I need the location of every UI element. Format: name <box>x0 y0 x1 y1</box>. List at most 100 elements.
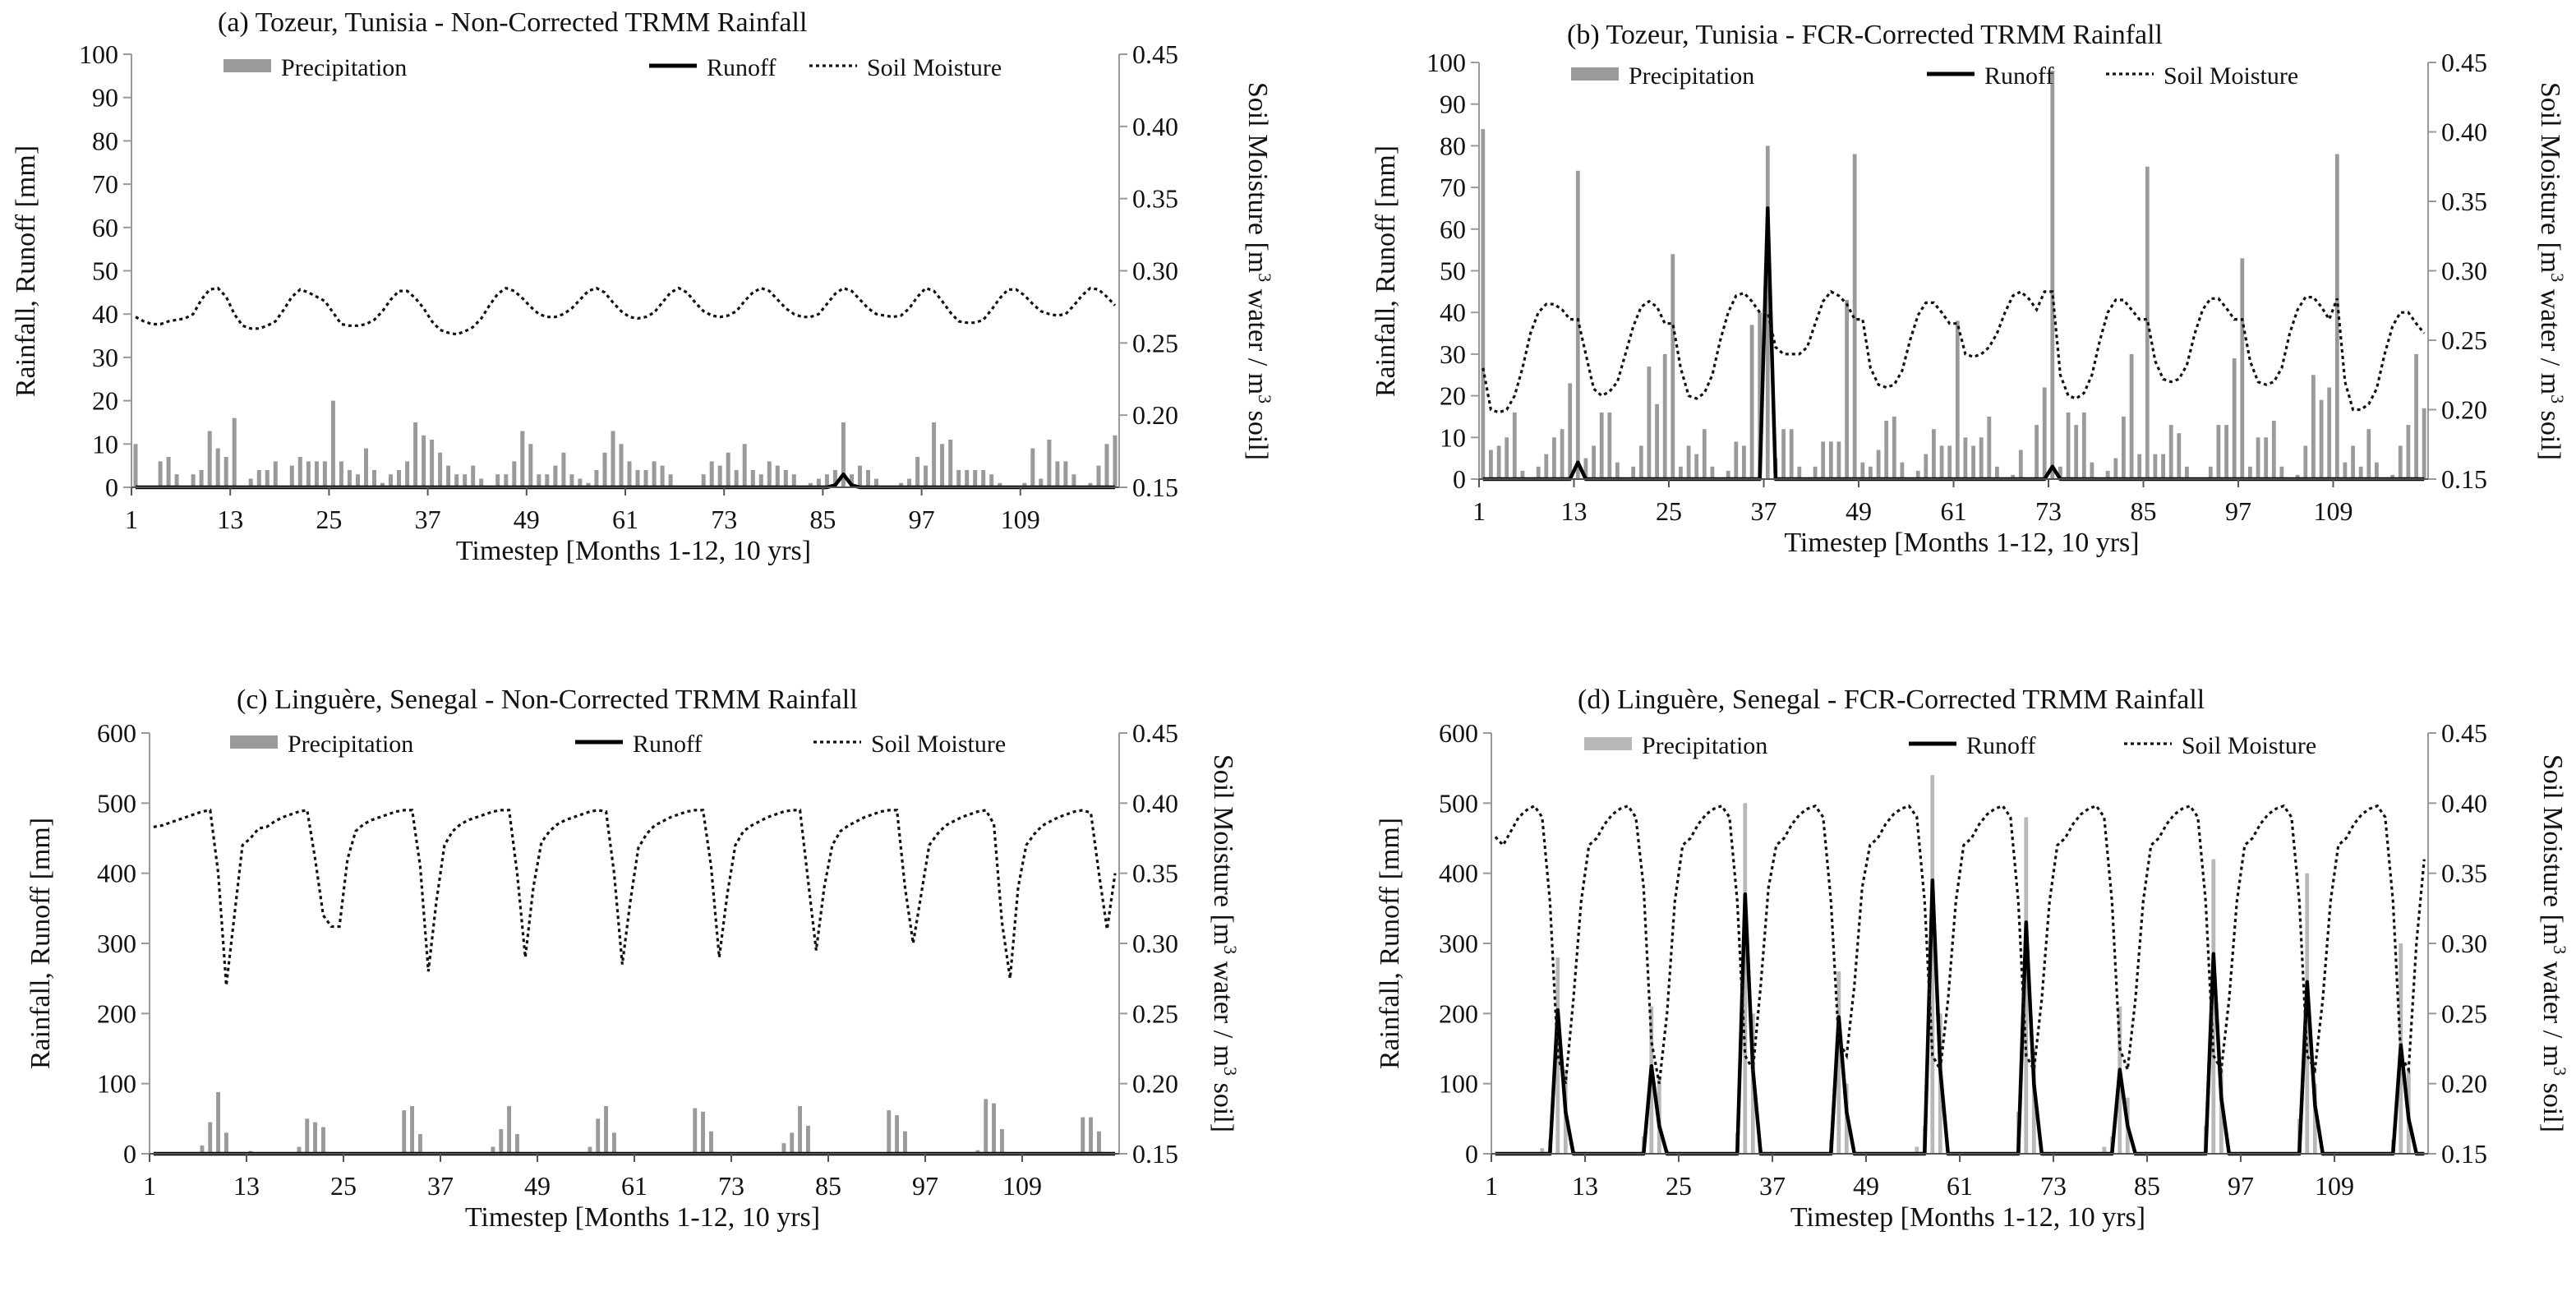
x-tick-label: 73 <box>2035 496 2062 526</box>
precipitation-bar <box>347 469 352 487</box>
precipitation-bar <box>545 474 550 487</box>
precipitation-bar <box>1979 437 1984 479</box>
y-tick-label: 100 <box>1439 1069 1478 1099</box>
x-tick-label: 37 <box>415 505 441 534</box>
x-tick-label: 25 <box>330 1171 357 1201</box>
legend-precipitation-swatch <box>223 59 271 72</box>
precipitation-bar <box>1789 429 1794 479</box>
precipitation-bar <box>1575 170 1580 480</box>
precipitation-bar <box>2122 416 2126 479</box>
precipitation-bar <box>924 465 929 487</box>
precipitation-bar <box>627 461 632 487</box>
precipitation-bar <box>297 1146 302 1154</box>
precipitation-bar <box>2319 399 2324 479</box>
y-tick-label: 0 <box>1453 464 1466 494</box>
precipitation-bar <box>709 461 714 487</box>
legend-precipitation-label: Precipitation <box>1642 732 1767 759</box>
precipitation-bar <box>1489 450 1493 479</box>
y2-tick-label: 0.20 <box>2441 395 2487 425</box>
chart-panel-d: (d) Linguère, Senegal - FCR-Corrected TR… <box>1375 685 2571 1233</box>
precipitation-bar <box>1607 412 1612 479</box>
legend-soil-moisture-label: Soil Moisture <box>2182 732 2316 759</box>
precipitation-bar <box>1939 445 1944 479</box>
chart-title: (c) Linguère, Senegal - Non-Corrected TR… <box>237 685 858 715</box>
precipitation-bars <box>133 400 1117 487</box>
precipitation-bar <box>321 1127 325 1154</box>
precipitation-bars <box>1481 71 2426 480</box>
precipitation-bar <box>2366 429 2371 479</box>
precipitation-bar <box>611 431 615 487</box>
x-tick-label: 49 <box>1846 496 1872 526</box>
precipitation-bar <box>1845 300 1849 479</box>
precipitation-bar <box>553 465 558 487</box>
precipitation-bar <box>339 461 343 487</box>
y2-tick-label: 0.25 <box>1132 328 1178 357</box>
x-tick-label: 109 <box>2315 1171 2354 1201</box>
y2-tick-label: 0.40 <box>2441 788 2487 818</box>
chart-panel-c: (c) Linguère, Senegal - Non-Corrected TR… <box>25 685 1242 1233</box>
legend-precipitation-swatch <box>230 735 278 749</box>
x-tick-label: 109 <box>2314 496 2353 526</box>
precipitation-bar <box>1679 466 1683 479</box>
precipitation-bar <box>1544 454 1549 479</box>
precipitation-bar <box>850 474 854 487</box>
precipitation-bar <box>1512 412 1517 479</box>
x-tick-label: 97 <box>2228 1171 2254 1201</box>
precipitation-bar <box>410 1106 414 1154</box>
y-tick-label: 80 <box>1440 131 1466 160</box>
precipitation-bar <box>2256 437 2260 479</box>
precipitation-bar <box>397 469 401 487</box>
precipitation-bar <box>2024 817 2029 1154</box>
x-tick-label: 37 <box>1751 496 1777 526</box>
y2-tick-label: 0.15 <box>1132 1139 1178 1169</box>
precipitation-bar <box>313 1122 317 1154</box>
y-tick-label: 200 <box>1439 998 1478 1028</box>
precipitation-bar <box>1915 470 1920 479</box>
y2-tick-label: 0.20 <box>2441 1069 2487 1099</box>
precipitation-bar <box>1104 444 1109 487</box>
x-tick-label: 73 <box>718 1171 744 1201</box>
runoff-line <box>1495 878 2425 1156</box>
precipitation-bar <box>1655 403 1659 479</box>
x-tick-label: 97 <box>909 505 935 534</box>
x-axis-title: Timestep [Months 1-12, 10 yrs] <box>1784 528 2139 558</box>
precipitation-bar <box>899 482 904 487</box>
precipitation-bar <box>2219 1069 2223 1154</box>
y-tick-label: 60 <box>92 213 118 242</box>
precipitation-bar <box>2074 425 2079 479</box>
precipitation-bar <box>693 1108 698 1154</box>
precipitation-bar <box>413 422 418 487</box>
precipitation-bar <box>2327 387 2332 479</box>
precipitation-bar <box>1520 470 1525 479</box>
precipitation-bar <box>1096 465 1101 487</box>
x-tick-label: 85 <box>2131 496 2157 526</box>
precipitation-bar <box>750 469 755 487</box>
x-tick-label: 13 <box>233 1171 260 1201</box>
precipitation-bar <box>1884 421 1889 479</box>
precipitation-bar <box>1836 441 1841 479</box>
precipitation-bar <box>380 482 385 487</box>
x-tick-label: 85 <box>2134 1171 2160 1201</box>
precipitation-bar <box>948 440 953 487</box>
precipitation-bar <box>2105 470 2110 479</box>
x-tick-label: 1 <box>125 505 138 534</box>
precipitation-bar <box>1749 325 1754 479</box>
y2-tick-label: 0.30 <box>2441 256 2487 286</box>
y-tick-label: 40 <box>92 299 118 329</box>
precipitation-bar <box>660 465 665 487</box>
precipitation-bar <box>790 1132 795 1154</box>
precipitation-bar <box>471 465 476 487</box>
y-axis-title: Rainfall, Runoff [mm] <box>1371 145 1401 397</box>
y-tick-label: 70 <box>92 169 118 199</box>
precipitation-bar <box>520 431 525 487</box>
y2-axis-title: Soil Moisture [m3 water / m3 soil] <box>2537 754 2571 1132</box>
y2-tick-label: 0.20 <box>1132 1069 1178 1099</box>
y-tick-label: 10 <box>1440 422 1466 452</box>
precipitation-bar <box>1821 441 1826 479</box>
precipitation-bar <box>992 1103 996 1154</box>
x-tick-label: 1 <box>1472 496 1486 526</box>
precipitation-bar <box>2035 425 2039 479</box>
soil-moisture-line <box>135 286 1117 336</box>
x-tick-label: 97 <box>2225 496 2251 526</box>
